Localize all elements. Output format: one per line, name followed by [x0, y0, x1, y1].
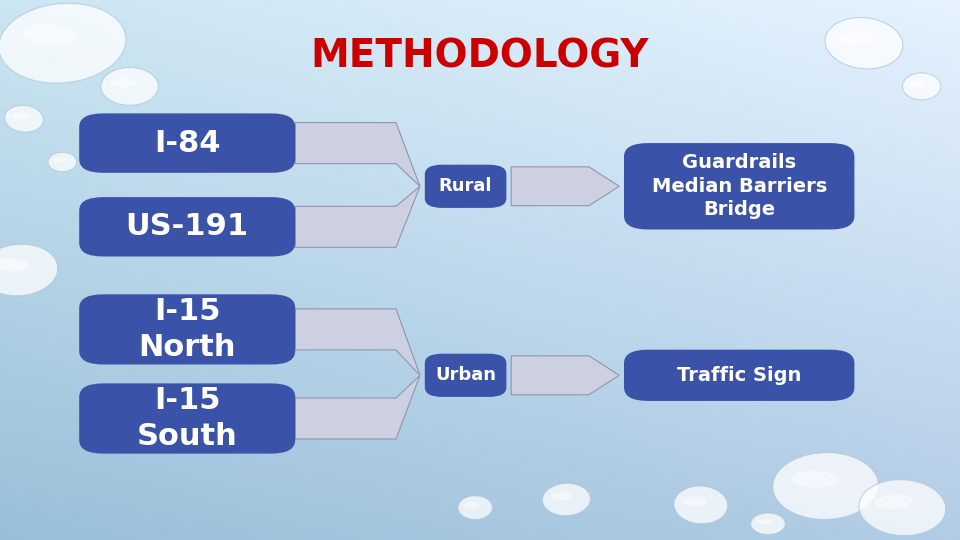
FancyBboxPatch shape [79, 294, 296, 364]
Ellipse shape [0, 3, 126, 83]
Ellipse shape [101, 68, 158, 105]
FancyBboxPatch shape [79, 113, 296, 173]
Ellipse shape [791, 471, 839, 488]
Polygon shape [296, 375, 420, 439]
Ellipse shape [902, 73, 941, 100]
FancyBboxPatch shape [624, 143, 854, 230]
Text: Urban: Urban [435, 366, 496, 384]
Ellipse shape [53, 158, 66, 163]
Ellipse shape [551, 492, 572, 501]
Polygon shape [296, 186, 420, 247]
Ellipse shape [5, 105, 43, 132]
Ellipse shape [839, 31, 874, 45]
Ellipse shape [542, 483, 590, 516]
Polygon shape [511, 356, 619, 395]
Ellipse shape [12, 113, 29, 119]
FancyBboxPatch shape [79, 197, 296, 256]
Ellipse shape [825, 17, 903, 69]
Text: I-15
South: I-15 South [137, 386, 237, 451]
FancyBboxPatch shape [424, 354, 507, 397]
Polygon shape [296, 123, 420, 186]
FancyBboxPatch shape [424, 165, 507, 208]
Text: I-15
North: I-15 North [138, 297, 236, 362]
Ellipse shape [751, 513, 785, 535]
Text: US-191: US-191 [126, 212, 249, 241]
Text: Guardrails
Median Barriers
Bridge: Guardrails Median Barriers Bridge [652, 153, 827, 219]
Ellipse shape [458, 496, 492, 519]
Ellipse shape [773, 453, 878, 519]
Ellipse shape [875, 495, 913, 509]
Ellipse shape [909, 80, 926, 87]
Ellipse shape [464, 502, 480, 508]
Ellipse shape [859, 480, 946, 536]
Text: I-84: I-84 [154, 129, 221, 158]
Ellipse shape [674, 486, 728, 524]
Polygon shape [511, 167, 619, 206]
Ellipse shape [684, 496, 708, 506]
Ellipse shape [23, 24, 77, 46]
FancyBboxPatch shape [79, 383, 296, 454]
Ellipse shape [756, 519, 772, 524]
Text: METHODOLOGY: METHODOLOGY [311, 38, 649, 76]
FancyBboxPatch shape [624, 350, 854, 401]
Ellipse shape [110, 78, 137, 87]
Text: Traffic Sign: Traffic Sign [677, 366, 802, 385]
Ellipse shape [0, 244, 58, 296]
Polygon shape [296, 309, 420, 375]
Ellipse shape [48, 152, 77, 172]
Ellipse shape [0, 258, 29, 272]
Text: Rural: Rural [439, 177, 492, 195]
